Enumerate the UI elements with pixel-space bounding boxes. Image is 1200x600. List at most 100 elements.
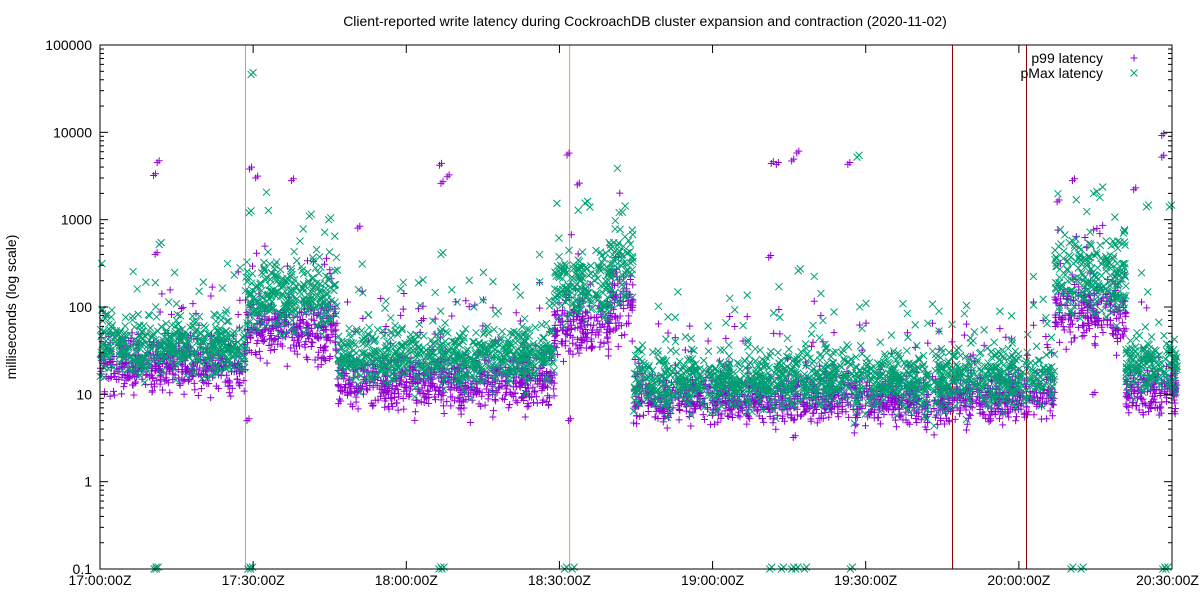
data-point	[529, 399, 537, 407]
data-point	[775, 305, 783, 313]
data-point	[159, 386, 167, 394]
data-point	[605, 345, 613, 353]
data-point	[490, 325, 498, 334]
data-point	[1078, 332, 1086, 340]
data-point	[325, 248, 334, 256]
data-point	[260, 258, 268, 267]
data-point	[110, 391, 118, 399]
data-point	[569, 260, 578, 269]
data-point	[310, 310, 318, 318]
data-point	[996, 325, 1004, 333]
data-point	[489, 413, 497, 421]
data-point	[511, 389, 519, 397]
data-point	[583, 197, 592, 206]
data-point	[834, 413, 842, 421]
data-point	[498, 327, 507, 336]
data-point	[537, 336, 545, 345]
data-point	[319, 346, 327, 354]
data-point	[217, 316, 225, 324]
data-point	[578, 248, 587, 256]
data-point	[381, 403, 389, 411]
data-point	[431, 288, 440, 297]
data-point	[236, 382, 244, 390]
data-point	[734, 412, 742, 420]
data-point	[726, 312, 734, 320]
data-point	[308, 338, 316, 346]
data-point	[272, 258, 281, 266]
data-point	[706, 421, 714, 429]
data-point	[174, 366, 182, 374]
data-point	[1091, 333, 1099, 341]
data-point	[1099, 329, 1107, 337]
data-point	[553, 199, 561, 208]
data-point	[326, 337, 334, 345]
data-point	[297, 309, 305, 317]
data-point	[440, 409, 448, 417]
data-point	[481, 401, 489, 409]
data-point	[171, 371, 179, 379]
data-point	[1043, 415, 1051, 423]
data-point	[603, 334, 611, 342]
data-point	[207, 394, 215, 402]
data-point	[297, 324, 305, 332]
data-point	[856, 321, 864, 329]
data-point	[152, 313, 161, 321]
chart-title: Client-reported write latency during Coc…	[343, 13, 947, 29]
data-point	[332, 345, 340, 353]
data-point	[552, 331, 560, 339]
data-point	[443, 398, 451, 406]
data-point	[291, 347, 299, 355]
data-point	[963, 320, 971, 328]
data-point	[358, 260, 367, 268]
data-point	[106, 392, 114, 400]
y-axis-label: milliseconds (log scale)	[3, 235, 19, 380]
data-point	[357, 326, 366, 335]
data-point	[704, 337, 712, 345]
data-point	[164, 298, 173, 306]
data-point	[654, 320, 662, 328]
data-point	[121, 313, 130, 322]
data-point	[336, 395, 344, 403]
data-point	[283, 362, 291, 370]
data-point	[447, 393, 455, 401]
data-point	[614, 343, 622, 351]
data-point	[323, 254, 331, 262]
data-point	[776, 330, 784, 338]
data-point	[236, 263, 244, 272]
event-lines	[244, 45, 1028, 569]
data-point	[156, 380, 164, 388]
data-point	[830, 329, 838, 337]
data-point	[315, 334, 323, 342]
data-point	[132, 378, 140, 386]
data-point	[874, 413, 882, 421]
data-point	[484, 395, 492, 403]
data-point	[128, 381, 136, 389]
data-point	[535, 250, 544, 259]
data-point	[640, 411, 648, 419]
data-point	[1157, 403, 1165, 411]
data-point	[177, 304, 185, 312]
data-point	[151, 278, 160, 287]
data-point	[267, 330, 275, 338]
data-point	[305, 325, 313, 333]
data-point	[396, 284, 405, 293]
data-point	[676, 406, 684, 414]
data-points	[96, 68, 1181, 573]
data-point	[119, 370, 127, 378]
data-point	[506, 400, 514, 408]
data-point	[597, 338, 605, 346]
data-point	[309, 339, 317, 347]
data-point	[569, 339, 577, 347]
data-point	[1138, 298, 1146, 306]
data-point	[199, 366, 207, 374]
data-point	[149, 375, 157, 383]
data-point	[531, 323, 540, 332]
data-point	[262, 188, 271, 197]
data-point	[299, 225, 308, 233]
data-point	[1096, 230, 1104, 238]
data-point	[264, 206, 273, 215]
data-point	[415, 320, 424, 328]
data-point	[223, 259, 232, 268]
data-point	[559, 357, 567, 365]
